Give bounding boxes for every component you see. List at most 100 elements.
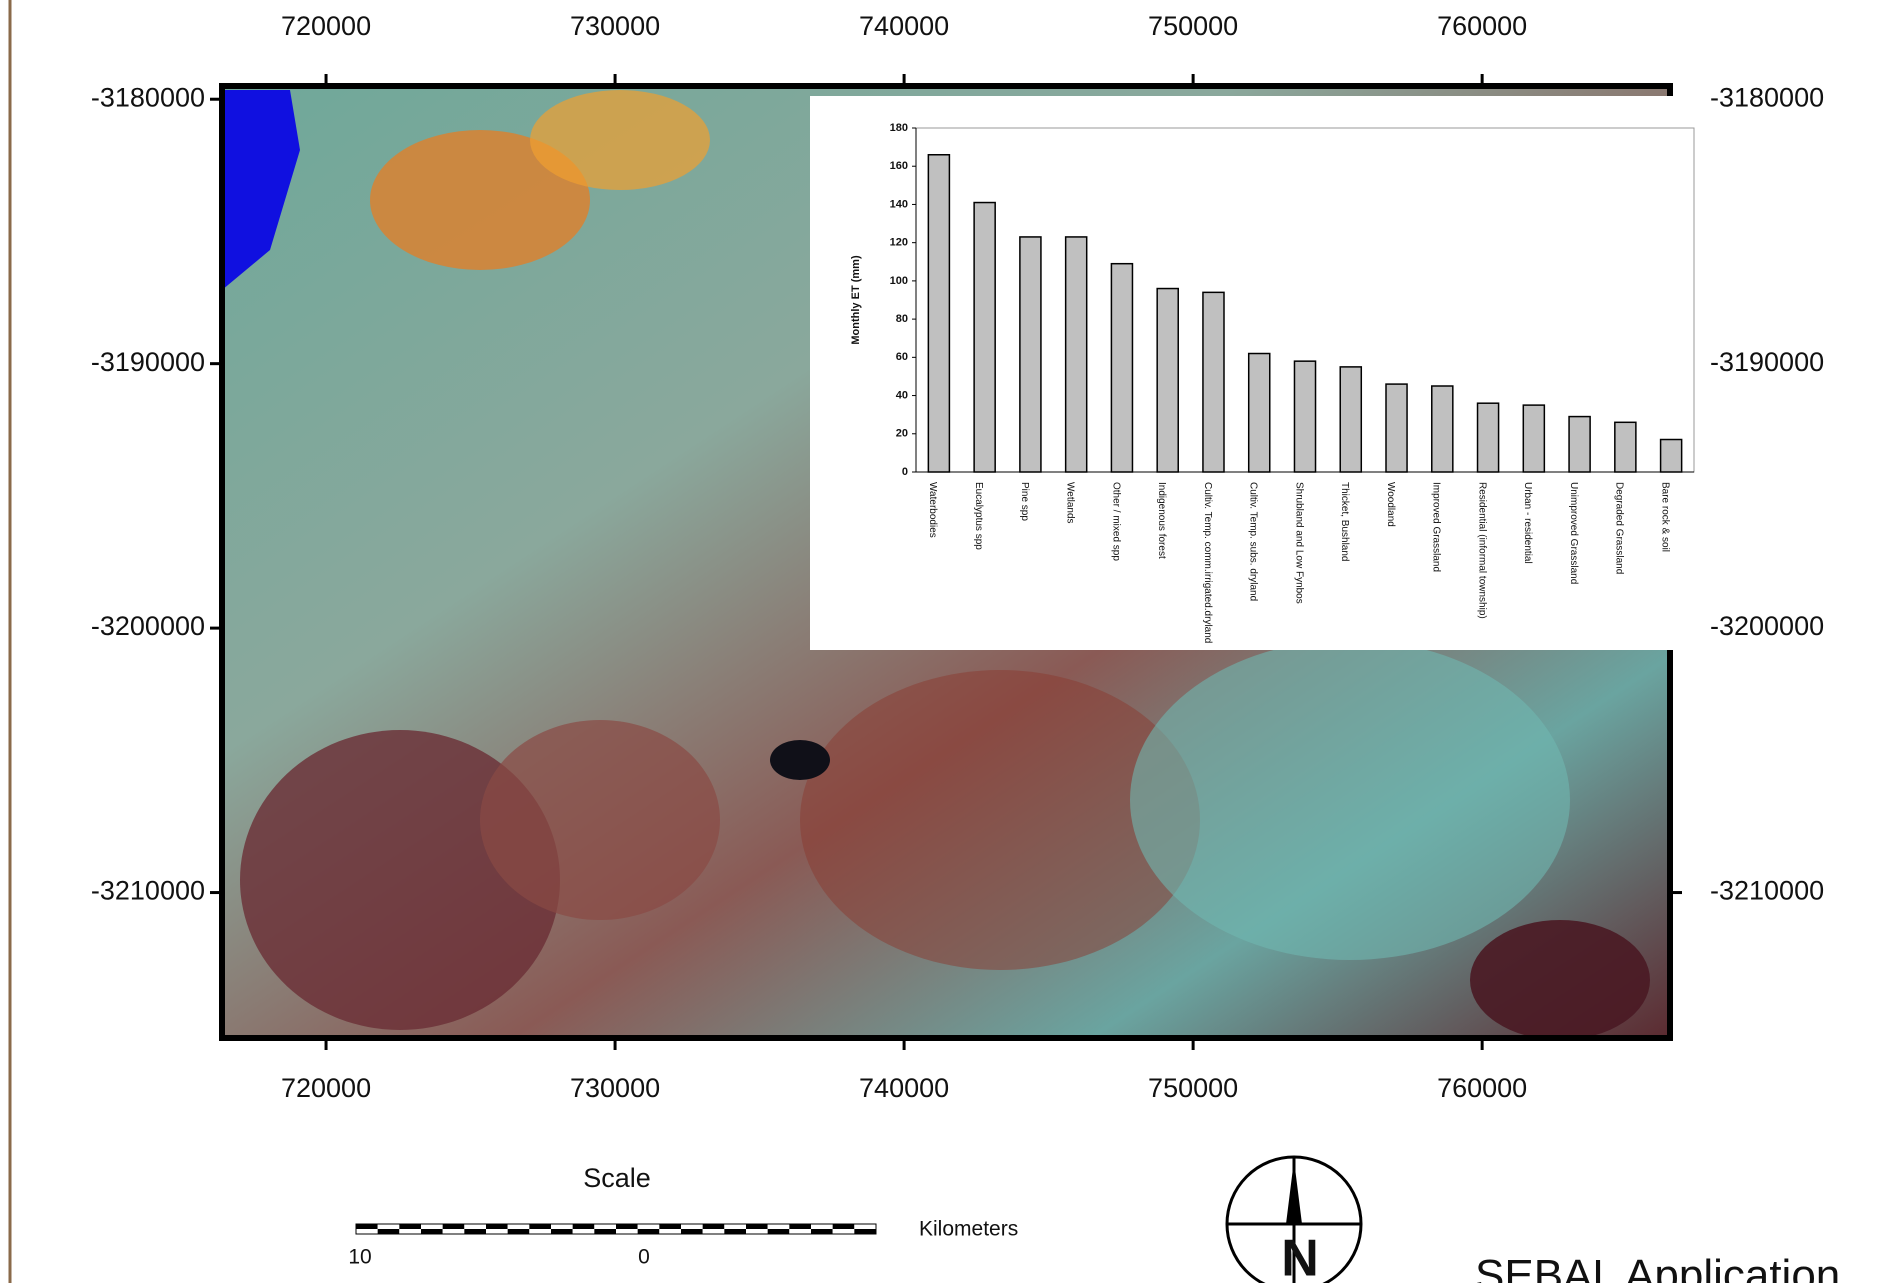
x-tick-label: Unimproved Grassland: [1568, 482, 1579, 584]
north-arrow: N: [1227, 1157, 1361, 1283]
scale-bar-segment: [681, 1224, 703, 1229]
x-tick-label: Shrubland and Low Fynbos: [1293, 482, 1304, 604]
y-tick-label: 140: [890, 198, 908, 210]
map-y-label: -3180000: [91, 82, 205, 112]
scale-bar-segment: [746, 1229, 768, 1234]
map-y-label: -3180000: [1710, 82, 1824, 112]
bar: [1111, 264, 1132, 472]
y-tick-label: 160: [890, 160, 908, 172]
x-tick-label: Woodland: [1385, 482, 1396, 527]
map-y-label: -3190000: [91, 347, 205, 377]
map-y-label: -3210000: [91, 876, 205, 906]
scale-bar-segment: [551, 1229, 573, 1234]
scale-tick-label: 10: [348, 1246, 371, 1269]
bar: [1386, 384, 1407, 472]
bar: [1340, 367, 1361, 472]
map-x-label: 740000: [859, 1073, 949, 1103]
scale-unit: Kilometers: [919, 1218, 1018, 1241]
scale-bar-segment: [464, 1229, 486, 1234]
bar: [1203, 292, 1224, 472]
x-tick-label: Improved Grassland: [1431, 482, 1442, 572]
map-x-label: 760000: [1437, 11, 1527, 41]
scale-bar-segment: [659, 1229, 681, 1234]
x-tick-label: Cultiv. Temp. subs. dryland: [1248, 482, 1259, 601]
x-tick-label: Other / mixed spp: [1110, 482, 1121, 561]
scale-bar-segment: [421, 1229, 443, 1234]
scale-bar-segment: [551, 1224, 573, 1229]
scale-bar-segment: [529, 1224, 551, 1229]
map-x-label: 730000: [570, 11, 660, 41]
x-tick-label: Thicket, Bushland: [1339, 482, 1350, 562]
scale-bar-segment: [464, 1224, 486, 1229]
x-tick-label: Waterbodies: [927, 482, 938, 538]
scale-bar-segment: [789, 1229, 811, 1234]
scale-bar-segment: [789, 1224, 811, 1229]
map-x-label: 720000: [281, 11, 371, 41]
x-tick-label: Eucalyptus spp: [973, 482, 984, 550]
scale-bar-segment: [356, 1224, 378, 1229]
x-tick-label: Pine spp: [1019, 482, 1030, 521]
scale-bar-segment: [486, 1224, 508, 1229]
y-tick-label: 80: [896, 313, 908, 325]
scale-bar-segment: [724, 1229, 746, 1234]
scale-bar-segment: [356, 1229, 378, 1234]
x-tick-label: Indigenous forest: [1156, 482, 1167, 559]
bar: [1066, 237, 1087, 472]
page: 7200007200007300007300007400007400007500…: [0, 0, 1882, 1283]
scale-bar-segment: [638, 1224, 660, 1229]
scale-bar-segment: [399, 1224, 421, 1229]
y-tick-label: 20: [896, 428, 908, 440]
bar: [1432, 386, 1453, 472]
y-axis-title: Monthly ET (mm): [850, 255, 862, 345]
x-tick-label: Bare rock & soil: [1659, 482, 1670, 552]
y-tick-label: 120: [890, 237, 908, 249]
y-tick-label: 40: [896, 389, 908, 401]
map-x-label: 720000: [281, 1073, 371, 1103]
scale-bar-segment: [616, 1229, 638, 1234]
map-y-label: -3190000: [1710, 347, 1824, 377]
map-y-label: -3200000: [91, 611, 205, 641]
map-y-label: -3200000: [1710, 611, 1824, 641]
map-x-label: 750000: [1148, 1073, 1238, 1103]
bar: [1661, 440, 1682, 472]
scale-bar-segment: [529, 1229, 551, 1234]
map-x-label: 760000: [1437, 1073, 1527, 1103]
scale-bar-segment: [703, 1229, 725, 1234]
bar: [974, 203, 995, 472]
map-x-label: 730000: [570, 1073, 660, 1103]
scale-bar-segment: [594, 1229, 616, 1234]
scale-bar-segment: [508, 1224, 530, 1229]
y-tick-label: 100: [890, 275, 908, 287]
scale-bar-segment: [811, 1224, 833, 1229]
bar: [1294, 361, 1315, 472]
scale-bar-segment: [768, 1224, 790, 1229]
x-tick-label: Urban - residential: [1522, 482, 1533, 564]
scale-bar-segment: [443, 1229, 465, 1234]
x-tick-label: Residential (informal township): [1476, 482, 1487, 619]
y-tick-label: 60: [896, 351, 908, 363]
map-y-label: -3210000: [1710, 876, 1824, 906]
scale-bar-segment: [486, 1229, 508, 1234]
bar: [1569, 417, 1590, 472]
x-tick-label: Wetlands: [1065, 482, 1076, 524]
scale-bar-segment: [594, 1224, 616, 1229]
x-tick-label: Cultiv. Temp. comm.irrigated.dryland: [1202, 482, 1213, 643]
scale-bar-segment: [399, 1229, 421, 1234]
scale-bar-segment: [573, 1229, 595, 1234]
scale-bar-segment: [833, 1229, 855, 1234]
scale-bar-segment: [681, 1229, 703, 1234]
scale-bar-segment: [854, 1229, 876, 1234]
scale-bar-segment: [854, 1224, 876, 1229]
scale-bar-segment: [508, 1229, 530, 1234]
map-x-label: 750000: [1148, 11, 1238, 41]
scale-bar-segment: [573, 1224, 595, 1229]
scale-bar-segment: [616, 1224, 638, 1229]
scale-bar-segment: [378, 1229, 400, 1234]
y-tick-label: 180: [890, 122, 908, 134]
bar: [928, 155, 949, 472]
scale-tick-label: 0: [638, 1246, 650, 1269]
scale-bar-segment: [768, 1229, 790, 1234]
bar: [1615, 422, 1636, 472]
bar: [1249, 354, 1270, 472]
scale-bar-segment: [811, 1229, 833, 1234]
